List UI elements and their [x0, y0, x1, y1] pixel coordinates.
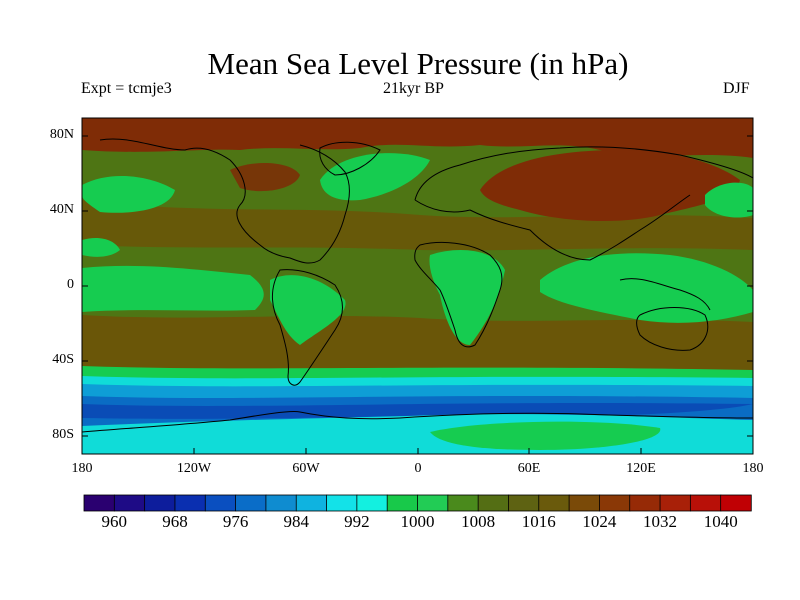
- colorbar-label: 1016: [521, 512, 556, 531]
- aleutian-low-east: [705, 182, 753, 218]
- colorbar-swatch: [447, 494, 479, 512]
- lat-label-0: 0: [67, 277, 74, 292]
- colorbar-swatch: [83, 494, 116, 512]
- antarctica-coast: [82, 411, 753, 433]
- lon-label-60w: 60W: [292, 461, 320, 476]
- siberian-high: [480, 150, 740, 222]
- lat-label-40s: 40S: [52, 352, 74, 367]
- lat-label-80n: 80N: [49, 127, 74, 142]
- africa-coast: [414, 241, 503, 348]
- icelandic-low: [320, 153, 430, 201]
- lat-label-80s: 80S: [52, 427, 74, 442]
- colorbar-label: 968: [162, 512, 188, 531]
- colorbar-label: 1032: [643, 512, 677, 531]
- aleutian-low-west: [82, 175, 175, 213]
- lon-label-120w: 120W: [176, 461, 212, 476]
- colorbar-label: 992: [344, 512, 370, 531]
- lon-label-180w: 180: [71, 461, 93, 476]
- colorbar-swatch: [720, 494, 752, 512]
- lon-ticks: [193, 448, 642, 454]
- colorbar-swatch: [204, 494, 237, 512]
- map-title: Mean Sea Level Pressure (in hPa): [207, 46, 629, 81]
- colorbar-swatch: [235, 494, 267, 512]
- lon-label-120e: 120E: [626, 461, 656, 476]
- indo-pacific-low: [540, 253, 753, 323]
- north-american-high: [230, 163, 300, 192]
- colorbar: [83, 494, 752, 512]
- eurasia-coast: [414, 146, 753, 261]
- colorbar-label: 976: [222, 512, 249, 531]
- south-america-low: [270, 275, 346, 345]
- colorbar-swatch: [265, 494, 297, 512]
- colorbar-swatch: [417, 494, 449, 512]
- maritime-continent-australia-coast: [619, 278, 711, 351]
- colorbar-label: 1024: [582, 512, 617, 531]
- colorbar-label: 1000: [400, 512, 435, 531]
- colorbar-swatch: [356, 494, 388, 512]
- lon-label-180e: 180: [742, 461, 764, 476]
- colorbar-label: 1008: [461, 512, 496, 531]
- season-label: DJF: [723, 80, 750, 97]
- colorbar-swatch: [113, 494, 146, 512]
- colorbar-swatch: [386, 494, 419, 512]
- colorbar-label: 960: [101, 512, 128, 531]
- coastlines: [82, 138, 753, 433]
- colorbar-label: 1040: [703, 512, 738, 531]
- colorbar-swatch: [689, 494, 722, 512]
- colorbar-swatch: [477, 494, 510, 512]
- colorbar-swatch: [508, 494, 540, 512]
- colorbar-swatch: [659, 494, 692, 512]
- period-label: 21kyr BP: [383, 80, 444, 97]
- colorbar-swatch: [538, 494, 570, 512]
- colorbar-swatch: [174, 494, 206, 512]
- greenland-coast: [319, 141, 381, 176]
- arctic-high: [82, 118, 753, 158]
- colorbar-swatch: [599, 494, 631, 512]
- colorbar-swatch: [295, 494, 328, 512]
- south-subtropical-high: [82, 315, 753, 372]
- antarctic-green-high: [430, 421, 661, 450]
- lon-label-0: 0: [414, 461, 422, 476]
- africa-low: [429, 250, 505, 345]
- lon-label-60e: 60E: [517, 461, 541, 476]
- colorbar-swatch: [144, 494, 176, 512]
- colorbar-swatch: [629, 494, 661, 512]
- colorbar-swatch: [326, 494, 358, 512]
- lat-ticks: [82, 135, 753, 437]
- lat-label-40n: 40N: [49, 202, 74, 217]
- north-america-coast: [99, 138, 350, 264]
- colorbar-swatch: [568, 494, 601, 512]
- pacific-small-low: [82, 238, 120, 257]
- pressure-field: [82, 118, 753, 454]
- experiment-label: Expt = tcmje3: [81, 80, 172, 97]
- south-america-coast: [272, 269, 343, 386]
- circumpolar-trough: [82, 403, 753, 419]
- pacific-equatorial-low: [82, 265, 264, 312]
- north-subtropical-high: [82, 200, 753, 251]
- colorbar-label: 984: [283, 512, 309, 531]
